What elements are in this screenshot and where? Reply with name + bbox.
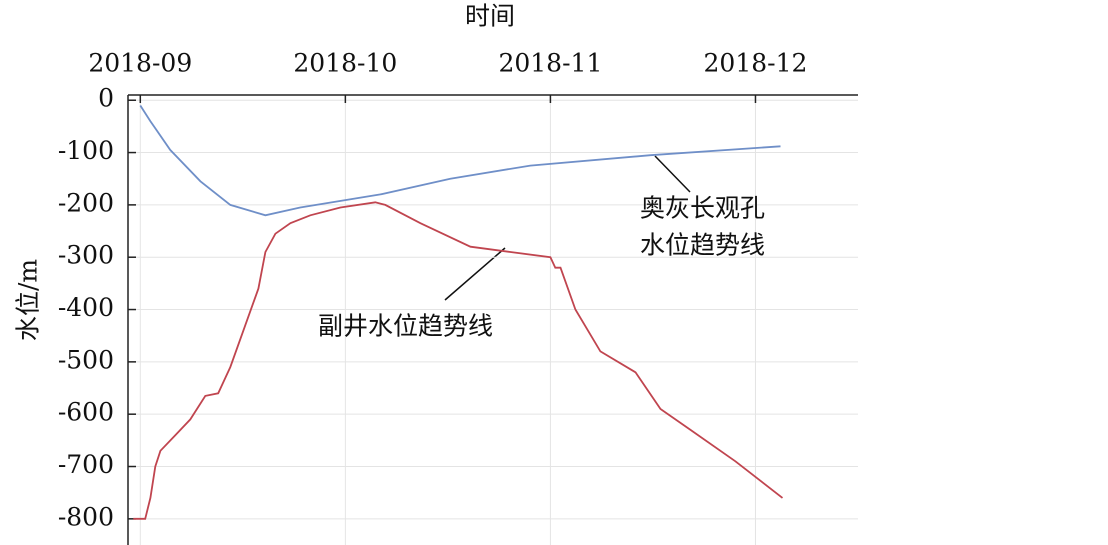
y-tick-label: -800	[58, 502, 114, 531]
x-axis-title: 时间	[465, 2, 515, 31]
y-tick-label: -700	[58, 450, 114, 479]
series-annotation: 副井水位趋势线	[318, 312, 493, 341]
y-tick-label: -400	[58, 293, 114, 322]
series-annotation: 水位趋势线	[640, 231, 765, 260]
x-tick-label: 2018-09	[88, 49, 192, 78]
series-line	[133, 201, 784, 520]
series-line	[139, 105, 781, 217]
y-tick-label: -300	[58, 241, 114, 270]
y-tick-label: -100	[58, 136, 114, 165]
x-tick-label: 2018-11	[498, 49, 602, 78]
series-annotation: 奥灰长观孔	[640, 194, 765, 223]
x-tick-label: 2018-12	[704, 49, 808, 78]
y-tick-label: -500	[58, 345, 114, 374]
y-axis-title: 水位/m	[14, 259, 43, 341]
x-tick-label: 2018-10	[293, 49, 397, 78]
leader-line	[444, 247, 506, 301]
leader-line	[654, 155, 691, 193]
y-tick-label: 0	[98, 84, 114, 113]
y-tick-label: -600	[58, 398, 114, 427]
y-tick-label: -200	[58, 188, 114, 217]
